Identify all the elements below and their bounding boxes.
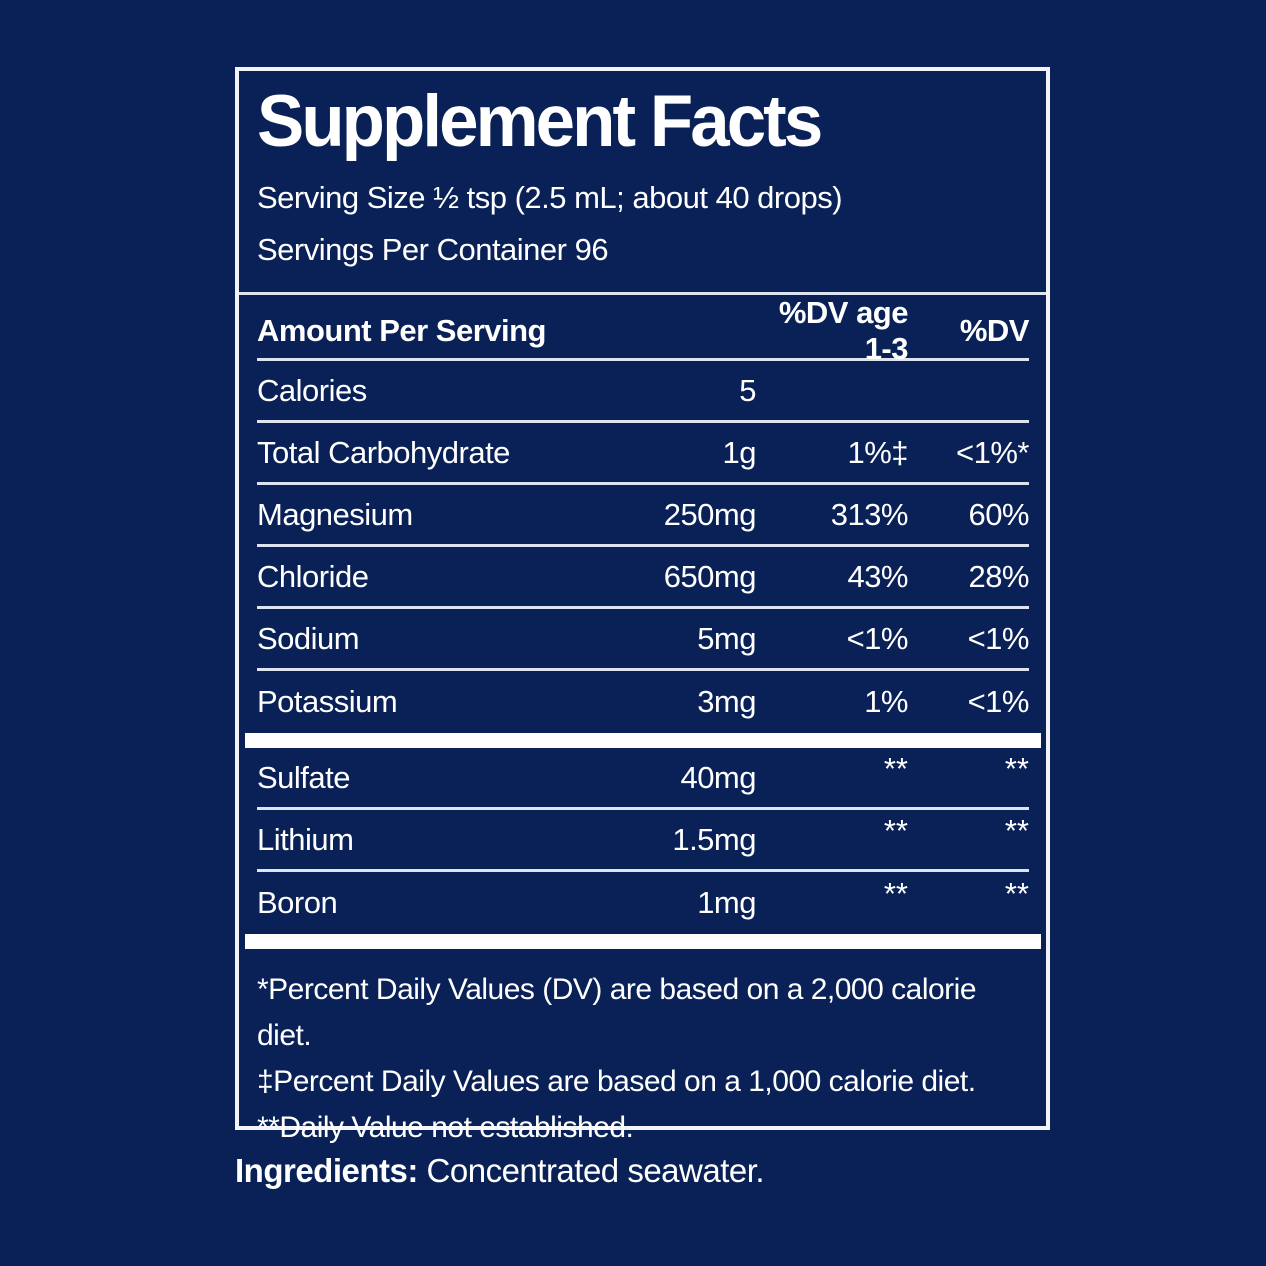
- nutrient-amount: 1.5mg: [672, 821, 756, 857]
- no-dv-asterisks: **: [1004, 876, 1029, 912]
- nutrient-name: Sodium: [257, 620, 360, 656]
- nutrient-dv-age-1-3: 1%: [864, 684, 908, 720]
- no-dv-asterisks: **: [883, 750, 908, 786]
- nutrient-dv: **: [908, 813, 1029, 858]
- panel-title: Supplement Facts: [257, 81, 823, 162]
- nutrient-dv: 28%: [968, 558, 1029, 594]
- table-row: Potassium 3mg 1% <1%: [257, 671, 1030, 733]
- nutrient-dv: **: [908, 751, 1029, 796]
- no-dv-asterisks: **: [883, 812, 908, 848]
- nutrient-dv: <1%: [967, 620, 1030, 656]
- ingredients-label: Ingredients:: [235, 1152, 418, 1189]
- nutrient-dv-age-1-3: 313%: [830, 496, 909, 532]
- nutrient-name: Magnesium: [257, 496, 413, 532]
- nutrient-name: Potassium: [257, 684, 398, 720]
- table-header-row: Amount Per Serving %DV age 1-3 %DV: [257, 295, 1030, 366]
- nutrient-dv: <1%: [967, 684, 1030, 720]
- table-row: Sulfate 40mg ** **: [257, 748, 1029, 811]
- column-header-amount-per-serving: Amount Per Serving: [257, 313, 547, 349]
- ingredients-line: Ingredients: Concentrated seawater.: [235, 1152, 765, 1190]
- table-row: Lithium 1.5mg ** **: [257, 810, 1029, 873]
- table-row: Total Carbohydrate 1g 1%‡ <1%*: [257, 423, 1030, 486]
- footnote-line: **Daily Value not established.: [257, 1111, 634, 1145]
- serving-info: Serving Size ½ tsp (2.5 mL; about 40 dro…: [257, 172, 1029, 292]
- nutrient-dv-age-1-3: **: [756, 751, 908, 796]
- nutrient-amount: 650mg: [663, 558, 757, 594]
- ingredients-text: Concentrated seawater.: [426, 1152, 765, 1189]
- nutrient-name: Boron: [257, 885, 338, 921]
- nutrient-dv-age-1-3: 1%‡: [847, 434, 908, 470]
- nutrient-dv: **: [908, 876, 1029, 921]
- nutrient-amount: 1g: [722, 434, 757, 470]
- supplement-facts-panel: Supplement Facts Serving Size ½ tsp (2.5…: [235, 67, 1050, 1144]
- no-dv-asterisks: **: [1004, 750, 1029, 786]
- nutrient-name: Calories: [257, 372, 367, 408]
- nutrient-rows-no-dv: Sulfate 40mg ** ** Lithium 1.5mg ** ** Boron 1mg *…: [257, 748, 1029, 934]
- nutrient-amount: 40mg: [680, 759, 756, 795]
- servings-per-container-text: Servings Per Container 96: [257, 232, 609, 268]
- nutrient-amount: 3mg: [697, 684, 756, 720]
- nutrient-dv: 60%: [968, 496, 1029, 532]
- nutrient-amount: 250mg: [663, 496, 757, 532]
- nutrient-name: Lithium: [257, 821, 354, 857]
- no-dv-asterisks: **: [883, 876, 908, 912]
- footnotes: *Percent Daily Values (DV) are based on …: [257, 949, 1029, 1151]
- nutrient-name: Total Carbohydrate: [257, 434, 510, 470]
- section-divider-bar: [245, 733, 1041, 749]
- nutrient-dv: <1%*: [956, 434, 1029, 470]
- nutrient-dv-age-1-3: **: [756, 876, 908, 921]
- table-row: Chloride 650mg 43% 28%: [257, 547, 1030, 610]
- serving-size-text: Serving Size ½ tsp (2.5 mL; about 40 dro…: [257, 180, 843, 216]
- divider-rule: [239, 292, 1046, 296]
- column-header-dv: %DV: [959, 313, 1030, 349]
- nutrient-dv-age-1-3: **: [756, 813, 908, 858]
- table-row: Magnesium 250mg 313% 60%: [257, 485, 1030, 548]
- table-row: Boron 1mg ** **: [257, 872, 1029, 934]
- nutrient-amount: 5mg: [697, 620, 756, 656]
- footnote-line: ‡Percent Daily Values are based on a 1,0…: [257, 1065, 976, 1099]
- nutrient-dv-age-1-3: 43%: [847, 558, 908, 594]
- no-dv-asterisks: **: [1004, 812, 1029, 848]
- nutrient-name: Sulfate: [257, 759, 351, 795]
- footnote-line: *Percent Daily Values (DV) are based on …: [257, 973, 977, 1053]
- nutrient-dv-age-1-3: <1%: [846, 620, 909, 656]
- nutrient-name: Chloride: [257, 558, 369, 594]
- table-row: Sodium 5mg <1% <1%: [257, 609, 1030, 672]
- nutrient-rows-main: Calories 5 Total Carbohydrate 1g 1%‡ <1%* Magn…: [257, 361, 1030, 733]
- table-row: Calories 5: [257, 361, 1029, 424]
- nutrient-amount: 5: [739, 372, 756, 408]
- section-divider-bar: [245, 934, 1041, 950]
- column-header-dv-age-1-3: %DV age 1-3: [778, 295, 909, 367]
- nutrient-amount: 1mg: [697, 885, 756, 921]
